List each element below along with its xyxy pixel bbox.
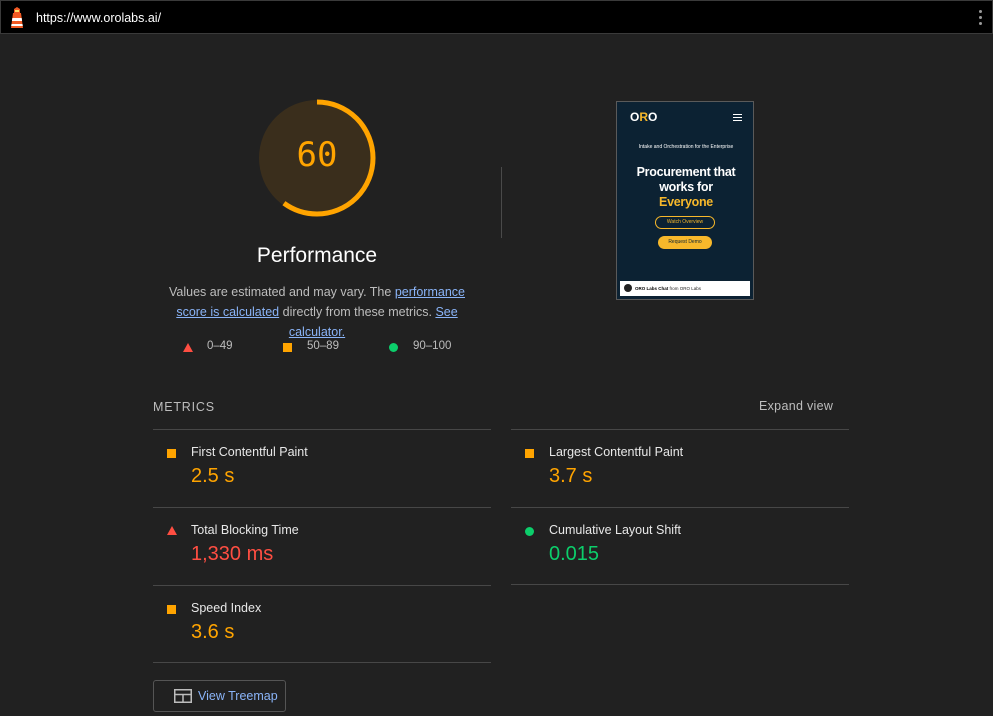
hamburger-icon xyxy=(733,114,742,123)
thumbnail-nav: ORO xyxy=(617,102,753,132)
metric-name: Speed Index xyxy=(191,601,262,615)
metric-value: 0.015 xyxy=(549,543,600,565)
legend-pass-label: 90–100 xyxy=(413,340,452,352)
metric-name: Largest Contentful Paint xyxy=(549,445,684,459)
calculator-link[interactable]: See calculator. xyxy=(288,305,458,339)
divider xyxy=(153,507,491,508)
square-icon xyxy=(525,449,534,458)
metric-total-blocking-time: Total Blocking Time 1,330 ms xyxy=(153,508,490,586)
circle-icon xyxy=(525,527,534,536)
url-bar: https://www.orolabs.ai/ xyxy=(0,0,993,34)
metric-value: 2.5 s xyxy=(191,465,235,487)
thumbnail-watch-button: Watch Overview xyxy=(655,216,715,229)
square-icon xyxy=(167,449,176,458)
desc-text-2: directly from these metrics. xyxy=(279,305,436,319)
expand-view-toggle[interactable]: Expand view xyxy=(759,399,834,413)
page-url: https://www.orolabs.ai/ xyxy=(36,11,162,25)
triangle-icon xyxy=(167,526,177,535)
kebab-menu-icon[interactable] xyxy=(977,10,983,28)
gauge-arc xyxy=(258,99,376,217)
score-description: Values are estimated and may vary. The p… xyxy=(152,282,482,342)
metric-name: Cumulative Layout Shift xyxy=(549,523,682,537)
metric-first-contentful-paint: First Contentful Paint 2.5 s xyxy=(153,430,490,508)
metric-name: Total Blocking Time xyxy=(191,523,299,537)
thumbnail-demo-button: Request Demo xyxy=(658,236,712,249)
metric-speed-index: Speed Index 3.6 s xyxy=(153,586,490,664)
divider xyxy=(153,585,491,586)
view-treemap-button[interactable]: View Treemap xyxy=(153,680,286,712)
treemap-icon xyxy=(174,689,192,703)
divider xyxy=(153,662,491,663)
metric-value: 1,330 ms xyxy=(191,543,274,565)
divider xyxy=(511,584,849,585)
divider xyxy=(511,429,849,430)
thumbnail-subtitle: Intake and Orchestration for the Enterpr… xyxy=(638,144,734,150)
performance-title: Performance xyxy=(256,244,378,267)
legend-fail-label: 0–49 xyxy=(207,340,233,352)
performance-score-link[interactable]: performance score is calculated xyxy=(176,285,465,319)
divider xyxy=(153,429,491,430)
lighthouse-icon xyxy=(11,7,23,28)
thumbnail-headline: Procurement that works for Everyone xyxy=(636,165,736,209)
oro-logo: ORO xyxy=(630,110,658,124)
page-screenshot-thumbnail[interactable]: ORO Intake and Orchestration for the Ent… xyxy=(616,101,754,300)
desc-text-1: Values are estimated and may vary. The xyxy=(169,285,395,299)
chat-avatar xyxy=(624,284,632,292)
circle-icon xyxy=(389,343,398,352)
legend-average-label: 50–89 xyxy=(307,340,339,352)
divider xyxy=(511,507,849,508)
performance-score: 60 xyxy=(296,135,338,175)
metrics-header: METRICS xyxy=(153,400,215,414)
triangle-icon xyxy=(183,343,193,352)
view-treemap-label: View Treemap xyxy=(198,689,278,703)
metric-cumulative-layout-shift: Cumulative Layout Shift 0.015 xyxy=(511,508,848,586)
metric-largest-contentful-paint: Largest Contentful Paint 3.7 s xyxy=(511,430,848,508)
metric-value: 3.7 s xyxy=(549,465,593,487)
vertical-divider xyxy=(501,167,502,238)
square-icon xyxy=(283,343,292,352)
performance-gauge xyxy=(258,99,376,217)
metric-value: 3.6 s xyxy=(191,621,235,643)
square-icon xyxy=(167,605,176,614)
thumbnail-chat-bar: ORO Labs Chat from ORO Labs xyxy=(620,281,750,296)
metric-name: First Contentful Paint xyxy=(191,445,308,459)
